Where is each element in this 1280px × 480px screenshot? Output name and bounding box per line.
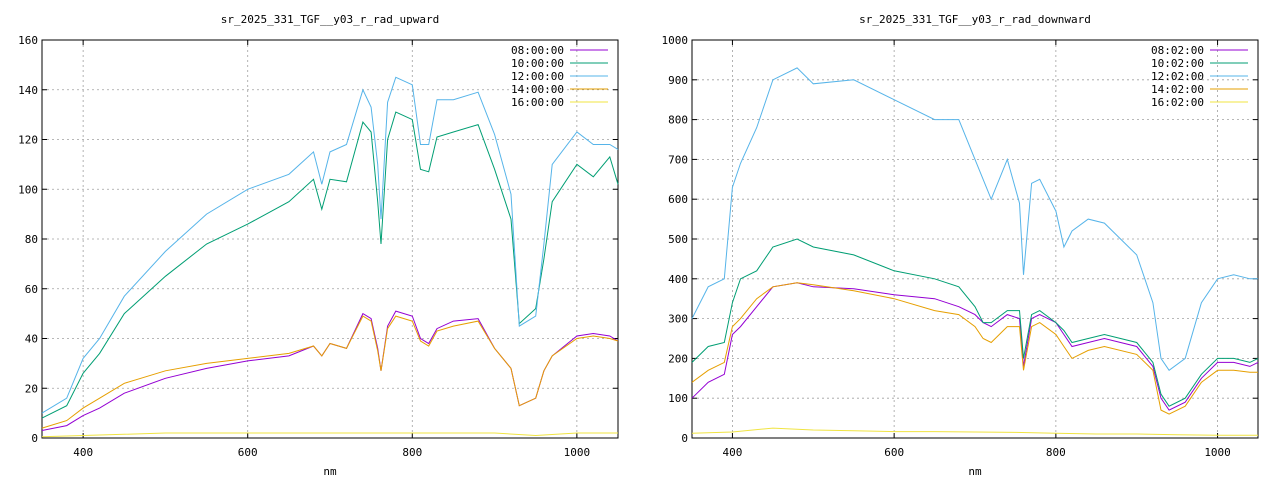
chart2-series-line-4 [691, 282, 1258, 415]
chart2-legend-label-2: 10:02:00 [1151, 57, 1204, 70]
chart1-legend-label-4: 14:00:00 [511, 83, 564, 96]
chart1-series-line-3 [41, 76, 619, 414]
chart1-legend-label-3: 12:00:00 [511, 70, 564, 83]
chart1-series-line-5 [41, 432, 618, 438]
chart2-title: sr_2025_331_TGF__y03_r_rad_downward [859, 13, 1091, 26]
chart2-ytick-label: 900 [668, 74, 688, 87]
chart1-series-line-2 [41, 111, 619, 419]
chart2-series-line-1 [691, 282, 1259, 411]
chart2-series-line-3 [691, 67, 1258, 372]
chart2-ytick-label: 1000 [662, 34, 689, 47]
chart1-plot-frame [41, 39, 619, 439]
chart1-ytick-label: 100 [18, 183, 38, 196]
chart1-legend-label-1: 08:00:00 [511, 44, 564, 57]
chart1-xtick-label: 600 [238, 446, 258, 459]
chart1-ytick-label: 160 [18, 34, 38, 47]
chart1-xtick-label: 400 [73, 446, 93, 459]
chart1-ytick-label: 140 [18, 84, 38, 97]
chart1-ytick-label: 80 [25, 233, 38, 246]
chart1-ytick-label: 120 [18, 134, 38, 147]
chart1-ytick-label: 0 [31, 432, 38, 445]
chart2-ytick-label: 400 [668, 273, 688, 286]
chart2-xtick-label: 1000 [1204, 446, 1231, 459]
chart2-legend-label-3: 12:02:00 [1151, 70, 1204, 83]
chart2-plot-frame [691, 39, 1259, 439]
chart1-legend-label-2: 10:00:00 [511, 57, 564, 70]
chart2-series-line-2 [691, 238, 1259, 407]
chart2-ytick-label: 700 [668, 153, 688, 166]
chart2-legend-label-1: 08:02:00 [1151, 44, 1204, 57]
chart2-ytick-label: 0 [681, 432, 688, 445]
chart2-xtick-label: 400 [722, 446, 742, 459]
chart1-xtick-label: 800 [402, 446, 422, 459]
chart1-xtick-label: 1000 [564, 446, 591, 459]
chart2-legend-label-5: 16:02:00 [1151, 96, 1204, 109]
chart2-series-line-5 [691, 427, 1258, 436]
chart1-title: sr_2025_331_TGF__y03_r_rad_upward [221, 13, 440, 26]
chart2-ytick-label: 600 [668, 193, 688, 206]
chart1-series-line-4 [41, 315, 619, 429]
chart2-ytick-label: 800 [668, 114, 688, 127]
chart2-ytick-label: 300 [668, 313, 688, 326]
chart2-legend-label-4: 14:02:00 [1151, 83, 1204, 96]
chart1-legend-label-5: 16:00:00 [511, 96, 564, 109]
chart1-ytick-label: 60 [25, 283, 38, 296]
chart2-ytick-label: 500 [668, 233, 688, 246]
chart1-xlabel: nm [323, 465, 337, 478]
chart2-ytick-label: 100 [668, 392, 688, 405]
chart2-xlabel: nm [968, 465, 982, 478]
chart2-xtick-label: 600 [884, 446, 904, 459]
chart1-ytick-label: 40 [25, 333, 38, 346]
chart2-ytick-label: 200 [668, 352, 688, 365]
chart1-ytick-label: 20 [25, 382, 38, 395]
chart2-xtick-label: 800 [1046, 446, 1066, 459]
chart1-series-line-1 [41, 310, 619, 431]
